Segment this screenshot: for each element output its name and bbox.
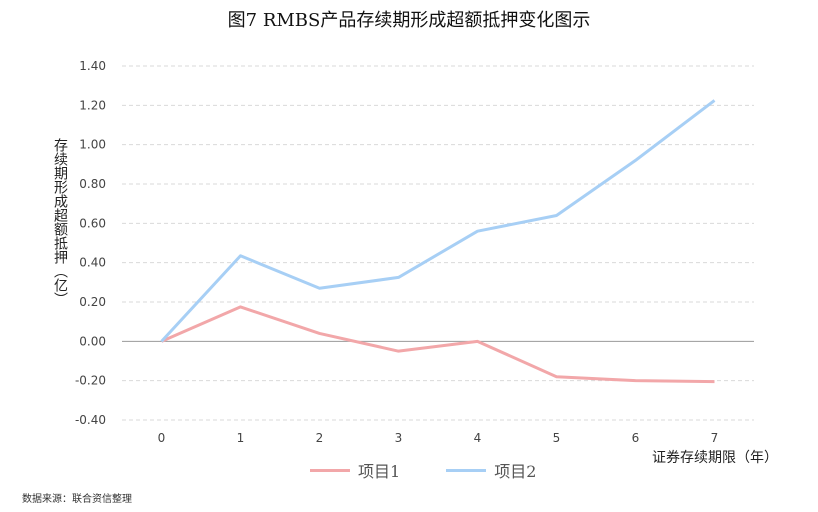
x-tick-label: 2 xyxy=(316,431,324,445)
legend-item-series-2: 项目2 xyxy=(446,458,536,482)
source-note: 数据来源：联合资信整理 xyxy=(22,494,132,505)
y-tick-label: 1.20 xyxy=(79,98,106,112)
series-lines xyxy=(160,99,716,384)
x-tick-label: 3 xyxy=(395,431,403,445)
x-tick-label: 6 xyxy=(632,431,640,445)
legend-item-series-1: 项目1 xyxy=(310,458,400,482)
y-tick-label: -0.20 xyxy=(75,374,106,388)
y-tick-label: 0.60 xyxy=(79,216,106,230)
chart-title: 图7 RMBS产品存续期形成超额抵押变化图示 xyxy=(227,10,591,31)
x-tick-labels: 0 1 2 3 4 5 6 7 xyxy=(158,431,719,445)
legend-label: 项目1 xyxy=(358,462,401,481)
series-line-2 xyxy=(160,99,716,343)
legend-swatch xyxy=(310,468,350,472)
y-tick-label: -0.40 xyxy=(75,413,106,427)
y-tick-label: 0.40 xyxy=(79,256,106,270)
x-axis-label: 证券存续期限（年） xyxy=(652,450,778,466)
y-tick-label: 1.00 xyxy=(79,138,106,152)
x-tick-label: 7 xyxy=(711,431,719,445)
y-tick-label: 0.20 xyxy=(79,295,106,309)
x-tick-label: 5 xyxy=(553,431,561,445)
x-tick-label: 0 xyxy=(158,431,166,445)
series-line-1 xyxy=(160,305,715,384)
y-tick-label: 0.00 xyxy=(79,334,106,348)
legend-label: 项目2 xyxy=(494,462,537,481)
legend: 项目1 项目2 xyxy=(310,458,536,482)
gridlines xyxy=(122,65,754,421)
y-tick-labels: -0.40 -0.20 0.00 0.20 0.40 0.60 0.80 1.00 1.20 1.… xyxy=(75,59,106,427)
y-tick-label: 1.40 xyxy=(79,59,106,73)
x-tick-label: 1 xyxy=(237,431,245,445)
legend-swatch xyxy=(446,468,487,472)
x-tick-label: 4 xyxy=(474,431,482,445)
y-axis-label: 存续期形成超额抵押（亿） xyxy=(52,138,68,306)
y-tick-label: 0.80 xyxy=(79,177,106,191)
